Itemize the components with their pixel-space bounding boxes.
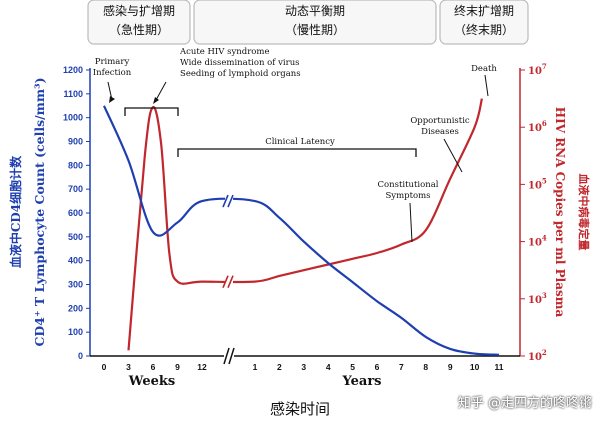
right-axis-label-en: HIV RNA Copies per ml Plasma (553, 107, 567, 318)
left-tick-label-9: 900 (68, 137, 83, 147)
left-tick-label-5: 500 (68, 232, 83, 242)
viral-break-slash-2 (227, 275, 234, 288)
x-tick-label-12: 8 (423, 362, 428, 372)
x-axis-label-weeks: Weeks (128, 374, 175, 389)
annotation-constitutional-1: Constitutional (378, 180, 439, 190)
left-tick-label-6: 600 (68, 208, 83, 218)
x-tick-label-10: 6 (375, 362, 380, 372)
x-tick-label-2: 6 (151, 362, 156, 372)
viral-break-gap (225, 273, 233, 290)
x-tick-label-8: 4 (326, 362, 331, 372)
left-tick-label-0: 0 (78, 351, 83, 361)
annotation-death: Death (471, 64, 497, 74)
viral-break-slash-1 (222, 275, 229, 288)
annotation-acute-2: Wide dissemination of virus (180, 58, 300, 68)
left-tick-label-1: 100 (68, 327, 83, 337)
x-axis-label-years: Years (341, 374, 381, 389)
annotation-acute-1: Acute HIV syndrome (179, 47, 269, 57)
annotation-constitutional-2: Symptoms (385, 191, 430, 201)
phase-terminal-subtitle: （终末期） (454, 22, 514, 37)
phase-acute-title: 感染与扩增期 (103, 3, 175, 18)
annotation-acute-arrowhead (153, 97, 159, 104)
x-tick-label-0: 0 (102, 362, 107, 372)
right-axis-label-cn: 血液中病毒定量 (577, 174, 591, 251)
right-tick-label-2: 104 (528, 234, 547, 249)
annotation-acute-bracket (124, 107, 179, 116)
left-tick-label-3: 300 (68, 280, 83, 290)
right-tick-label-3: 105 (528, 176, 547, 191)
cd4-count-line (102, 105, 500, 356)
left-tick-label-10: 1000 (63, 113, 83, 123)
annotation-opportunistic-1: Opportunistic (410, 116, 470, 126)
left-tick-label-7: 700 (68, 184, 83, 194)
annotation-death-pointer (484, 74, 489, 97)
x-tick-label-4: 12 (197, 362, 207, 372)
x-tick-label-5: 1 (253, 362, 258, 372)
annotation-latency-bracket (177, 148, 417, 157)
annotations: Primary Infection Acute HIV syndrome Wid… (93, 47, 497, 243)
right-tick-label-0: 102 (528, 348, 547, 363)
annotation-constitutional-pointer (409, 202, 413, 243)
x-axis-break (223, 347, 235, 365)
x-tick-label-13: 9 (448, 362, 453, 372)
x-tick-label-11: 7 (399, 362, 404, 372)
phase-box-chronic (193, 0, 437, 45)
x-tick-label-6: 2 (277, 362, 282, 372)
annotation-opportunistic-2: Diseases (421, 127, 459, 137)
cd4-break-slash-2 (227, 194, 234, 208)
x-axis-ticks: 0 3 6 9 12 1 2 3 4 5 6 7 8 9 10 11 (102, 362, 504, 372)
left-tick-label-8: 800 (68, 160, 83, 170)
left-axis-label-en: CD4⁺ T Lymphocyte Count (cells/mm³) (32, 77, 47, 346)
annotation-opportunistic-pointer (443, 138, 463, 173)
x-tick-label-7: 3 (301, 362, 306, 372)
phase-headers: 感染与扩增期 （急性期） 动态平衡期 （慢性期） 终末扩增期 （终末期） (87, 0, 529, 45)
cd4-break-gap (225, 193, 233, 210)
left-axis-label-cn: 血液中CD4细胞计数 (8, 155, 23, 268)
annotation-primary-infection-1: Primary (95, 57, 130, 67)
phase-box-acute (87, 0, 191, 45)
annotation-acute-3: Seeding of lymphoid organs (180, 69, 301, 79)
viral-load-line-break (222, 273, 234, 290)
viral-load-line (127, 98, 483, 351)
phase-terminal-title: 终末扩增期 (454, 3, 514, 18)
x-tick-label-1: 3 (126, 362, 131, 372)
left-tick-label-2: 200 (68, 303, 83, 313)
right-axis-ticks: 102 103 104 105 106 107 (520, 62, 547, 363)
x-tick-label-9: 5 (350, 362, 355, 372)
phase-acute-subtitle: （急性期） (109, 22, 169, 37)
phase-box-terminal (439, 0, 529, 45)
left-tick-label-12: 1200 (63, 65, 83, 75)
watermark: 知乎 @走四方的咚咚锵 (457, 396, 592, 411)
cd4-break-slash-1 (222, 194, 229, 208)
x-tick-label-14: 10 (470, 362, 480, 372)
x-tick-label-3: 9 (175, 362, 180, 372)
annotation-primary-infection-arrowhead (109, 96, 115, 103)
annotation-clinical-latency: Clinical Latency (265, 137, 335, 147)
right-tick-label-4: 106 (528, 119, 547, 134)
left-tick-label-4: 400 (68, 256, 83, 266)
right-tick-label-5: 107 (528, 62, 547, 77)
right-tick-label-1: 103 (528, 291, 547, 306)
x-tick-label-15: 11 (495, 362, 504, 372)
x-axis-label-cn: 感染时间 (270, 400, 330, 418)
annotation-acute-arrow (155, 81, 167, 101)
phase-chronic-title: 动态平衡期 (285, 4, 345, 18)
annotation-primary-infection-2: Infection (93, 68, 132, 78)
cd4-count-line-break (222, 193, 234, 210)
left-tick-label-11: 1100 (63, 89, 83, 99)
left-axis-ticks: 0 100 200 300 400 500 600 700 800 900 1000 1100 1200 (63, 65, 90, 361)
phase-chronic-subtitle: （慢性期） (285, 23, 345, 37)
